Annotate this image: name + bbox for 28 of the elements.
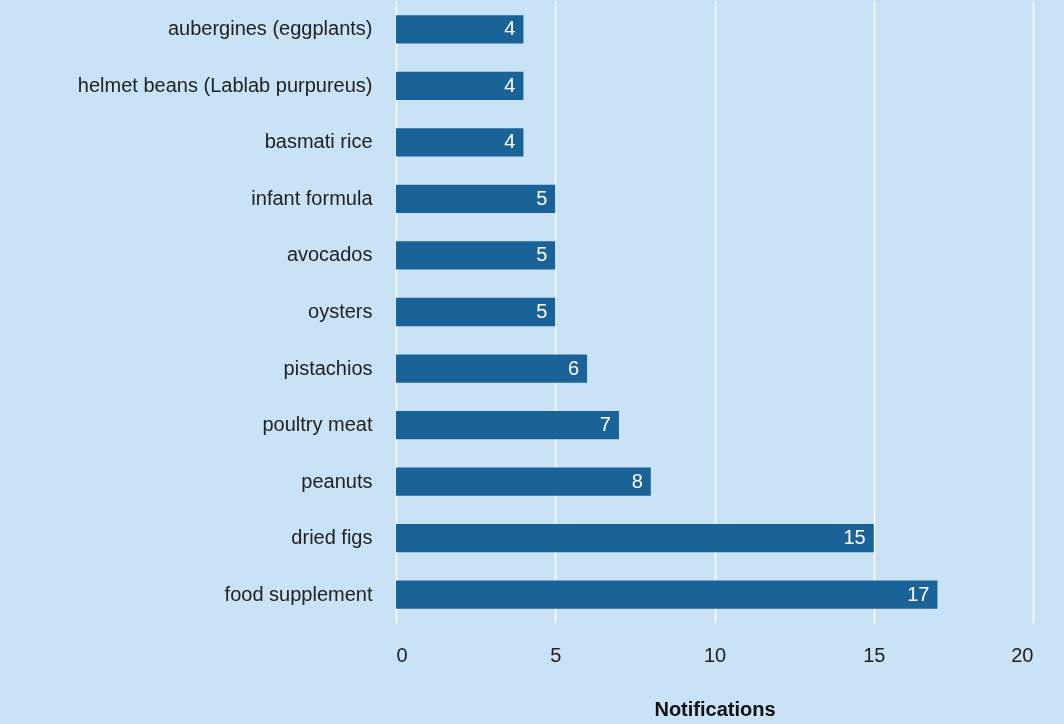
y-tick-label: aubergines (eggplants) (167, 17, 373, 40)
y-tick-label: dried figs (291, 526, 373, 549)
data-label: 4 (504, 17, 516, 40)
x-tick-label: 20 (1011, 643, 1034, 666)
y-tick-label: helmet beans (Lablab purpureus) (77, 73, 373, 96)
y-tick-label: pistachios (283, 356, 373, 379)
data-label: 4 (504, 130, 516, 153)
data-label: 5 (536, 300, 548, 322)
x-axis-title: Notifications (654, 697, 776, 720)
y-tick-label: avocados (286, 243, 373, 266)
data-label: 7 (599, 413, 611, 436)
data-label: 15 (843, 526, 866, 549)
data-label: 5 (536, 243, 548, 266)
x-tick-label: 0 (396, 643, 408, 666)
y-tick-label: poultry meat (262, 413, 373, 436)
y-tick-label: food supplement (224, 582, 373, 605)
data-label: 8 (631, 469, 643, 492)
x-tick-label: 5 (550, 643, 562, 666)
data-label: 17 (907, 582, 930, 605)
data-label: 4 (504, 73, 516, 96)
x-tick-label: 10 (703, 643, 727, 666)
y-tick-label: oysters (308, 300, 373, 322)
data-label: 5 (536, 186, 548, 209)
y-tick-label: basmati rice (264, 130, 373, 153)
x-tick-label: 15 (863, 643, 886, 666)
data-label: 6 (567, 356, 580, 379)
y-tick-label: peanuts (301, 469, 373, 492)
y-tick-label: infant formula (251, 186, 374, 209)
